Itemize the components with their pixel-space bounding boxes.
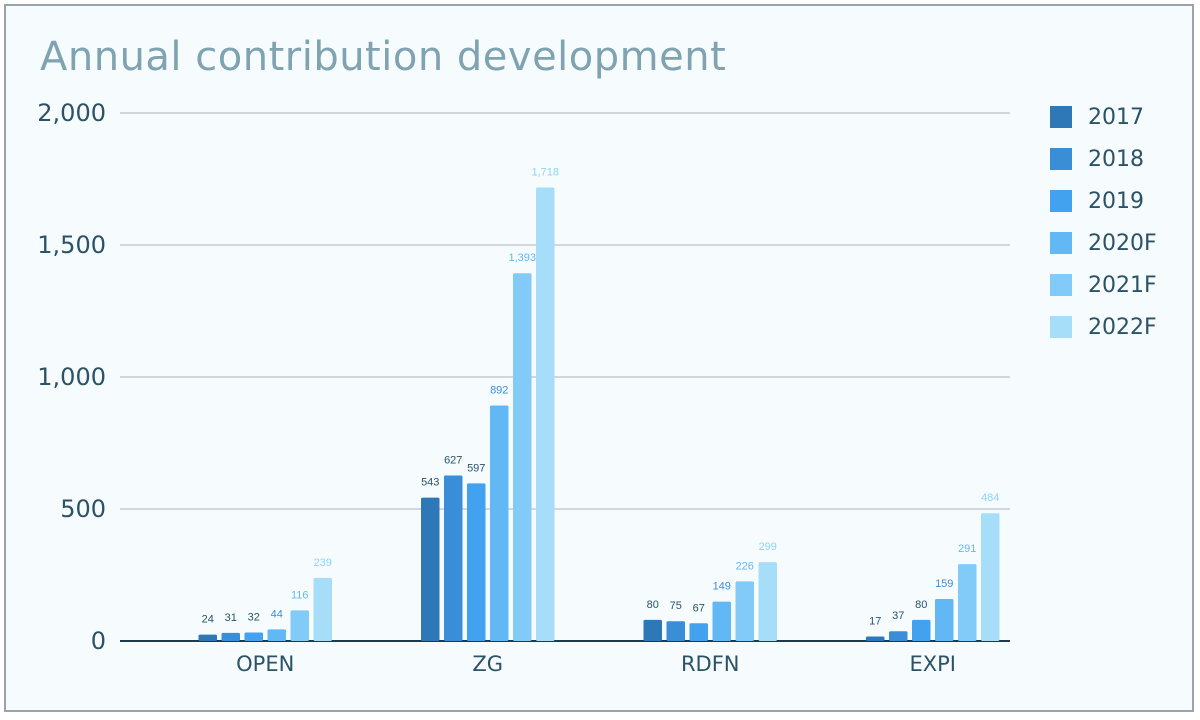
bar [735,581,754,641]
y-axis-ticks: 0 500 1,000 1,500 2,000 [37,99,106,655]
bar [912,619,931,641]
legend: 2017 2018 2019 2020F 2021F 2022F [1050,96,1157,348]
data-label: 291 [958,543,976,555]
data-label: 597 [467,462,485,474]
bar [758,562,777,641]
data-label: 116 [291,589,309,601]
x-tick-label: OPEN [236,652,294,676]
data-label: 80 [647,599,659,611]
bar [889,631,908,641]
gridlines [120,112,1010,642]
bar [313,577,332,641]
bar [866,636,885,641]
bar [221,632,240,641]
bar [643,619,662,641]
legend-swatch [1050,232,1072,254]
bar [536,187,555,641]
data-label: 32 [248,612,260,624]
y-tick-label: 500 [60,495,106,523]
data-label: 80 [915,599,927,611]
data-label: 17 [869,616,881,628]
data-label: 75 [670,600,682,612]
bar [712,601,731,641]
legend-item: 2017 [1050,96,1157,138]
data-label: 627 [444,454,462,466]
legend-label: 2017 [1088,104,1144,130]
legend-label: 2018 [1088,146,1144,172]
x-tick-label: EXPI [909,652,956,676]
data-label: 37 [892,610,904,622]
bar [935,599,954,641]
bar [513,273,532,641]
legend-swatch [1050,148,1072,170]
data-label: 239 [314,557,332,569]
legend-item: 2020F [1050,222,1157,264]
data-label: 44 [271,608,283,620]
legend-swatch [1050,316,1072,338]
bars [198,187,1000,641]
x-tick-label: RDFN [681,652,740,676]
legend-swatch [1050,106,1072,128]
bar [198,634,217,641]
data-label: 892 [490,385,508,397]
data-label: 67 [693,602,705,614]
data-labels: 24 31 32 44 116 239 543 627 597 892 1,393 1,718 80 75… [202,166,1000,627]
bar [490,405,509,641]
legend-label: 2020F [1088,230,1157,256]
bar [958,564,977,641]
bar [666,621,685,641]
bar [421,497,440,641]
bar [267,629,286,641]
legend-label: 2022F [1088,314,1157,340]
data-label: 31 [225,612,237,624]
legend-swatch [1050,274,1072,296]
data-label: 543 [421,477,439,489]
bar [444,475,463,641]
bar [290,610,309,641]
legend-label: 2019 [1088,188,1144,214]
legend-label: 2021F [1088,272,1157,298]
legend-item: 2022F [1050,306,1157,348]
bar [689,623,708,641]
chart-title: Annual contribution development [40,34,727,80]
legend-item: 2019 [1050,180,1157,222]
data-label: 149 [713,581,731,593]
legend-item: 2018 [1050,138,1157,180]
y-tick-label: 1,500 [37,231,106,259]
x-axis-ticks: OPEN ZG RDFN EXPI [236,652,956,676]
data-label: 1,718 [531,166,559,178]
y-tick-label: 1,000 [37,363,106,391]
x-tick-label: ZG [472,652,503,676]
data-label: 484 [981,492,999,504]
y-tick-label: 2,000 [37,99,106,127]
data-label: 299 [759,541,777,553]
data-label: 1,393 [508,252,536,264]
bar [244,632,263,641]
bar [981,513,1000,641]
y-tick-label: 0 [91,627,106,655]
legend-item: 2021F [1050,264,1157,306]
bar [467,483,486,641]
data-label: 226 [736,560,754,572]
data-label: 24 [202,614,214,626]
data-label: 159 [935,578,953,590]
legend-swatch [1050,190,1072,212]
